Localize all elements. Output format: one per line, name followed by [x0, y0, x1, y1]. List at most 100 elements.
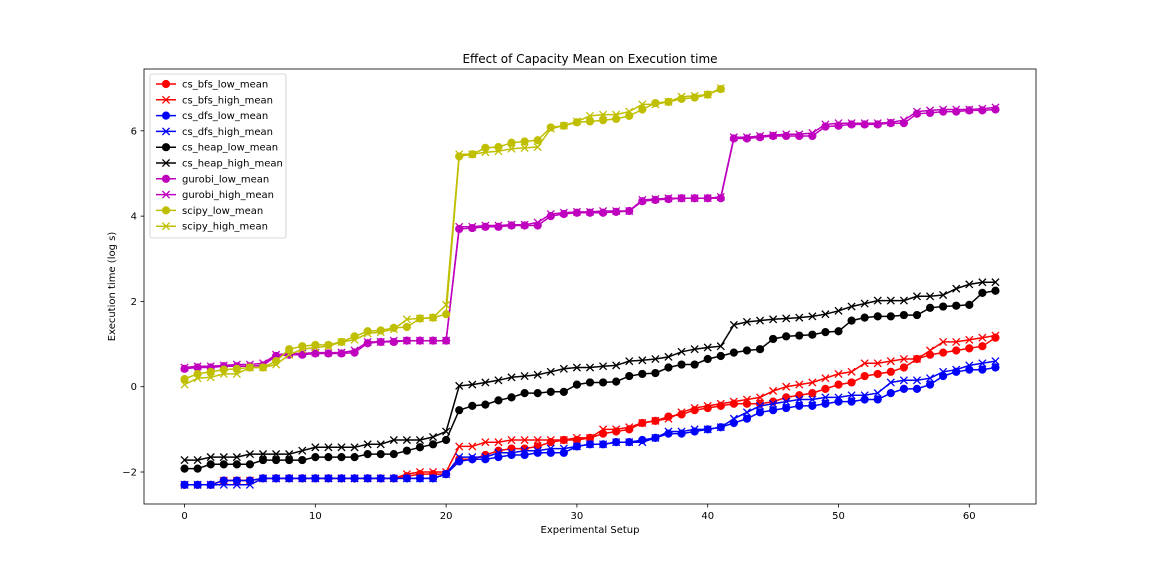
- data-point-cs_heap_low_mean: [991, 286, 1000, 295]
- data-point-cs_heap_low_mean: [899, 310, 909, 320]
- data-point-cs_dfs_high_mean: [625, 438, 634, 447]
- data-point-cs_heap_high_mean: [991, 278, 1000, 287]
- data-point-cs_heap_low_mean: [769, 334, 778, 344]
- data-point-cs_dfs_high_mean: [494, 448, 503, 457]
- data-point-cs_bfs_low_mean: [965, 344, 974, 353]
- data-point-cs_bfs_high_mean: [507, 435, 516, 445]
- legend-label: scipy_low_mean: [182, 206, 263, 217]
- data-point-scipy_high_mean: [219, 369, 228, 378]
- data-point-scipy_low_mean: [651, 99, 660, 108]
- data-point-cs_heap_low_mean: [782, 332, 791, 341]
- data-point-cs_bfs_low_mean: [834, 380, 843, 389]
- data-point-cs_bfs_high_mean: [481, 438, 490, 447]
- data-point-cs_heap_high_mean: [285, 450, 294, 459]
- x-tick-label: 30: [571, 511, 584, 522]
- data-point-cs_bfs_high_mean: [677, 408, 686, 417]
- data-point-gurobi_high_mean: [389, 336, 398, 345]
- data-point-cs_dfs_high_mean: [520, 446, 529, 455]
- data-point-scipy_high_mean: [651, 100, 660, 109]
- data-point-cs_heap_high_mean: [873, 296, 882, 305]
- x-tick-label: 0: [181, 511, 187, 522]
- data-point-cs_bfs_high_mean: [559, 435, 568, 445]
- data-point-gurobi_high_mean: [978, 104, 987, 113]
- data-point-cs_dfs_high_mean: [690, 425, 699, 434]
- data-point-cs_dfs_high_mean: [638, 438, 647, 447]
- data-point-cs_heap_high_mean: [821, 310, 830, 319]
- data-point-gurobi_high_mean: [651, 195, 660, 204]
- data-point-scipy_low_mean: [533, 136, 542, 145]
- legend-label: gurobi_low_mean: [182, 174, 269, 185]
- data-point-gurobi_high_mean: [428, 336, 438, 345]
- data-point-scipy_low_mean: [180, 374, 189, 384]
- data-point-cs_dfs_low_mean: [808, 401, 817, 411]
- series-cs_heap_low_mean: [180, 286, 1000, 473]
- data-point-cs_heap_low_mean: [952, 301, 961, 310]
- data-point-cs_heap_low_mean: [494, 396, 503, 405]
- data-point-cs_dfs_high_mean: [703, 425, 712, 434]
- data-point-gurobi_high_mean: [664, 194, 673, 203]
- data-point-cs_heap_low_mean: [533, 389, 542, 398]
- data-point-gurobi_high_mean: [193, 362, 202, 371]
- data-point-scipy_high_mean: [180, 380, 189, 389]
- data-point-cs_dfs_high_mean: [350, 474, 359, 483]
- data-point-scipy_high_mean: [206, 373, 215, 382]
- data-point-cs_bfs_high_mean: [703, 401, 712, 410]
- data-point-cs_heap_high_mean: [546, 367, 555, 376]
- data-point-gurobi_high_mean: [337, 348, 346, 357]
- data-point-cs_heap_low_mean: [468, 401, 477, 411]
- data-point-cs_dfs_high_mean: [729, 414, 738, 423]
- data-point-cs_bfs_high_mean: [769, 386, 778, 396]
- data-point-cs_bfs_high_mean: [821, 374, 830, 383]
- data-point-scipy_low_mean: [598, 116, 608, 125]
- data-point-cs_heap_low_mean: [834, 327, 843, 336]
- data-point-cs_heap_high_mean: [245, 450, 255, 459]
- data-point-cs_dfs_high_mean: [481, 453, 490, 462]
- chart-title: Effect of Capacity Mean on Execution tim…: [462, 52, 717, 66]
- data-point-cs_bfs_high_mean: [455, 442, 464, 451]
- data-point-gurobi_high_mean: [821, 120, 830, 129]
- data-point-scipy_low_mean: [507, 138, 516, 147]
- data-point-cs_heap_high_mean: [690, 345, 699, 354]
- data-point-cs_heap_high_mean: [442, 427, 451, 436]
- data-point-cs_heap_high_mean: [742, 317, 752, 326]
- data-point-scipy_high_mean: [690, 91, 699, 100]
- data-point-cs_heap_low_mean: [716, 351, 725, 361]
- data-point-cs_heap_high_mean: [507, 373, 516, 382]
- data-point-cs_dfs_high_mean: [716, 423, 725, 432]
- data-point-cs_bfs_low_mean: [939, 348, 948, 357]
- data-point-cs_dfs_high_mean: [847, 391, 856, 400]
- data-point-gurobi_high_mean: [991, 103, 1000, 112]
- legend-marker: [161, 206, 171, 215]
- data-point-cs_dfs_low_mean: [991, 363, 1000, 372]
- data-point-cs_bfs_low_mean: [860, 371, 869, 381]
- data-point-cs_dfs_high_mean: [389, 474, 398, 483]
- data-point-cs_heap_low_mean: [271, 455, 281, 465]
- data-point-cs_heap_high_mean: [925, 292, 935, 301]
- data-point-cs_dfs_high_mean: [664, 427, 673, 436]
- data-point-cs_dfs_high_mean: [782, 397, 791, 406]
- data-point-gurobi_low_mean: [180, 364, 189, 373]
- data-point-gurobi_high_mean: [520, 220, 529, 229]
- data-point-cs_heap_high_mean: [860, 299, 869, 308]
- data-point-gurobi_high_mean: [415, 336, 425, 345]
- data-point-cs_heap_high_mean: [703, 343, 712, 352]
- data-point-scipy_low_mean: [585, 117, 595, 126]
- data-point-gurobi_high_mean: [729, 133, 738, 142]
- data-point-cs_heap_high_mean: [912, 292, 922, 301]
- data-point-gurobi_high_mean: [559, 208, 568, 217]
- data-point-cs_dfs_high_mean: [232, 480, 241, 489]
- data-point-cs_dfs_low_mean: [795, 401, 804, 411]
- data-point-gurobi_high_mean: [546, 209, 555, 219]
- series-cs_heap_high_mean: [180, 278, 1000, 465]
- data-point-cs_heap_high_mean: [755, 316, 765, 325]
- data-point-scipy_low_mean: [232, 364, 241, 373]
- data-point-gurobi_high_mean: [965, 105, 974, 114]
- data-point-cs_heap_high_mean: [716, 342, 725, 351]
- data-point-scipy_high_mean: [572, 117, 581, 126]
- data-point-cs_bfs_high_mean: [638, 418, 647, 428]
- data-point-cs_heap_low_mean: [507, 393, 516, 402]
- data-point-scipy_high_mean: [664, 97, 673, 106]
- data-point-cs_heap_low_mean: [847, 316, 856, 325]
- data-point-cs_heap_high_mean: [795, 313, 804, 322]
- data-point-cs_heap_low_mean: [219, 460, 228, 469]
